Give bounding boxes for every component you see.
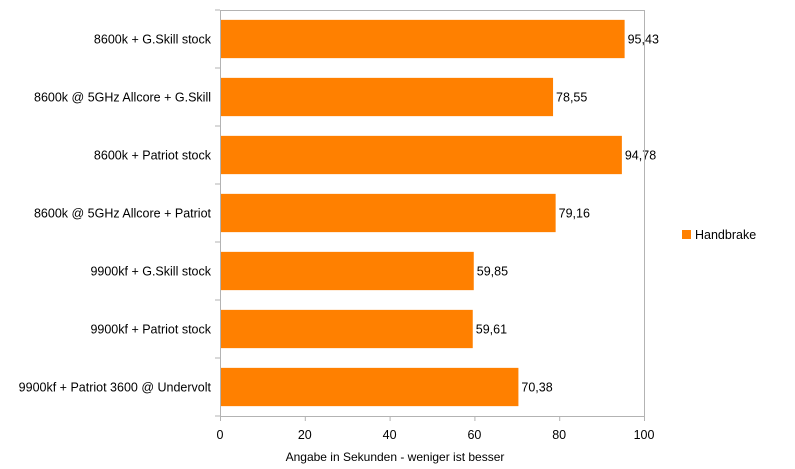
- x-tick-label: 60: [467, 428, 481, 442]
- value-label: 78,55: [556, 91, 587, 105]
- bar: [220, 251, 474, 291]
- value-label: 95,43: [628, 33, 659, 47]
- bar: [220, 367, 519, 407]
- bar: [220, 135, 622, 175]
- value-label: 94,78: [625, 149, 656, 163]
- x-tick-label: 100: [634, 428, 655, 442]
- bar: [220, 19, 625, 59]
- bar: [220, 309, 473, 349]
- category-label: 8600k + Patriot stock: [94, 149, 212, 163]
- category-label: 9900kf + Patriot stock: [90, 323, 211, 337]
- x-tick-label: 0: [217, 428, 224, 442]
- value-label: 79,16: [559, 207, 590, 221]
- category-label: 8600k @ 5GHz Allcore + Patriot: [34, 207, 212, 221]
- x-axis-title: Angabe in Sekunden - weniger ist besser: [286, 450, 505, 464]
- legend: Handbrake: [682, 228, 756, 242]
- category-label: 9900kf + G.Skill stock: [90, 265, 211, 279]
- x-tick-label: 80: [552, 428, 566, 442]
- value-labels: 95,43 78,55 94,78 79,16 59,85 59,61 70,38: [476, 33, 659, 395]
- category-label: 8600k + G.Skill stock: [94, 33, 212, 47]
- bar: [220, 77, 554, 117]
- category-label: 9900kf + Patriot 3600 @ Undervolt: [19, 381, 212, 395]
- x-tick-label: 20: [298, 428, 312, 442]
- value-label: 59,85: [477, 265, 508, 279]
- legend-label: Handbrake: [695, 228, 756, 242]
- axes: [215, 9, 645, 421]
- tick-labels: 0 20 40 60 80 100: [217, 428, 655, 442]
- value-label: 59,61: [476, 323, 507, 337]
- category-labels: 8600k + G.Skill stock 8600k @ 5GHz Allcor…: [19, 33, 212, 395]
- legend-swatch: [682, 230, 691, 239]
- x-tick-label: 40: [383, 428, 397, 442]
- value-label: 70,38: [521, 381, 552, 395]
- bar: [220, 193, 556, 233]
- category-label: 8600k @ 5GHz Allcore + G.Skill: [34, 91, 211, 105]
- bars-group: [220, 19, 625, 407]
